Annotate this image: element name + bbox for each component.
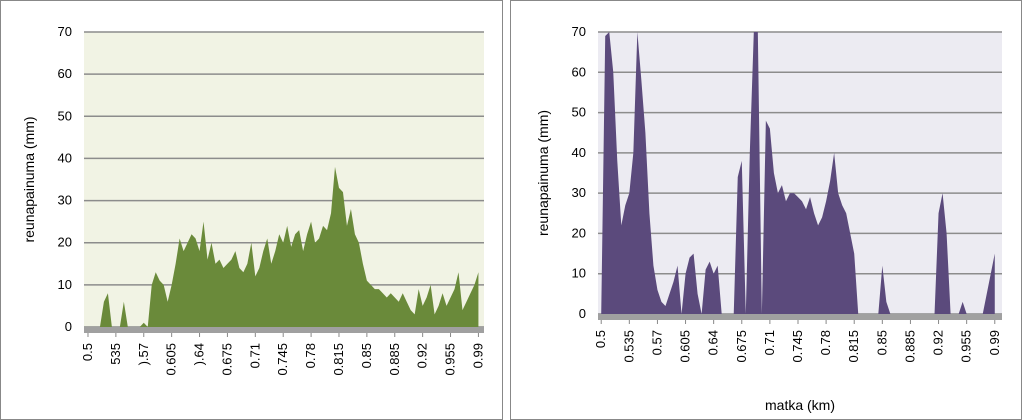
y-tick-label: 30 — [58, 193, 72, 208]
x-tick-label: 0.5 — [80, 343, 95, 361]
x-tick-label: 0.99 — [987, 330, 1002, 355]
floor — [84, 327, 484, 333]
x-tick-label: 0.885 — [387, 343, 402, 376]
x-tick-label: 0.71 — [762, 330, 777, 355]
y-tick-label: 50 — [572, 105, 586, 120]
y-tick-label: 40 — [58, 150, 72, 165]
x-tick-label: ).57 — [136, 343, 151, 365]
x-tick-label: 0.78 — [818, 330, 833, 355]
x-tick-label: 0.815 — [331, 343, 346, 376]
x-tick-label: 0.535 — [621, 330, 636, 363]
x-tick-label: 535 — [108, 343, 123, 365]
x-tick-label: 0.815 — [846, 330, 861, 363]
y-tick-label: 60 — [572, 64, 586, 79]
x-tick-label: 0.885 — [902, 330, 917, 363]
x-tick-label: 0.57 — [649, 330, 664, 355]
x-tick-label: 0.71 — [247, 343, 262, 368]
x-tick-label: 0.675 — [734, 330, 749, 363]
x-tick-label: 0.99 — [470, 343, 485, 368]
x-tick-label: 0.955 — [959, 330, 974, 363]
x-tick-label: 0.745 — [790, 330, 805, 363]
area — [601, 32, 995, 314]
x-tick-label: 0.605 — [164, 343, 179, 376]
y-tick-label: 50 — [58, 108, 72, 123]
y-tick-label: 0 — [65, 319, 72, 334]
x-axis-label: matka (km) — [765, 397, 835, 413]
y-axis-label: reunapainuma (mm) — [21, 116, 37, 242]
x-tick-label: ).64 — [192, 343, 207, 365]
x-tick-label: 0.955 — [443, 343, 458, 376]
x-tick-label: 0.85 — [874, 330, 889, 355]
x-tick-label: 0.92 — [415, 343, 430, 368]
y-tick-label: 20 — [58, 235, 72, 250]
y-axis-label: reunapainuma (mm) — [535, 110, 551, 236]
x-tick-label: 0.92 — [931, 330, 946, 355]
y-tick-label: 10 — [572, 266, 586, 281]
x-tick-label: 0.605 — [678, 330, 693, 363]
y-tick-label: 40 — [572, 145, 586, 160]
y-tick-label: 70 — [572, 24, 586, 39]
x-tick-label: 0.675 — [219, 343, 234, 376]
floor — [598, 314, 1002, 320]
x-tick-label: 0.5 — [593, 330, 608, 348]
x-tick-label: 0.78 — [303, 343, 318, 368]
y-tick-label: 10 — [58, 277, 72, 292]
area — [87, 166, 479, 327]
y-tick-label: 20 — [572, 225, 586, 240]
x-tick-label: 0.64 — [706, 330, 721, 355]
y-tick-label: 0 — [579, 306, 586, 321]
y-tick-label: 30 — [572, 185, 586, 200]
y-tick-label: 60 — [58, 66, 72, 81]
x-tick-label: 0.85 — [359, 343, 374, 368]
y-tick-label: 70 — [58, 24, 72, 39]
x-tick-label: 0.745 — [275, 343, 290, 376]
